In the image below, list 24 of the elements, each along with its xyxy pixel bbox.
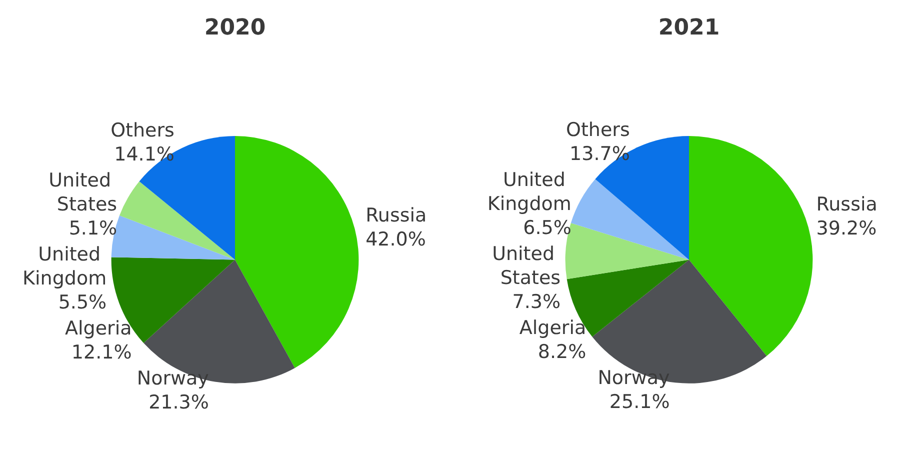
slice-label: United Kingdom xyxy=(487,168,572,215)
slice-label: Others xyxy=(566,118,630,141)
data-label: 8.2% xyxy=(538,340,586,363)
chart-title: 2021 xyxy=(658,16,720,40)
slice-label: Algeria xyxy=(519,316,586,339)
data-label: 5.5% xyxy=(58,292,107,314)
slice-label: Others xyxy=(110,120,174,142)
data-label: 6.5% xyxy=(523,216,572,239)
slice-label: United States xyxy=(492,242,561,289)
data-label: 21.3% xyxy=(148,392,209,414)
slice-label: Russia xyxy=(816,194,878,216)
data-label: 39.2% xyxy=(816,218,877,240)
slice-label: Algeria xyxy=(64,318,132,340)
data-label: 13.7% xyxy=(570,142,630,165)
chart-title: 2020 xyxy=(204,16,266,40)
data-label: 7.3% xyxy=(512,290,561,313)
data-label: 42.0% xyxy=(366,228,426,250)
data-label: 12.1% xyxy=(71,342,132,364)
data-label: 14.1% xyxy=(114,144,174,166)
data-label: 5.1% xyxy=(68,218,118,240)
slice-label: United States xyxy=(48,170,118,216)
data-label: 25.1% xyxy=(609,390,670,413)
slice-label: United Kingdom xyxy=(22,244,107,290)
slice-label: Russia xyxy=(366,204,427,226)
